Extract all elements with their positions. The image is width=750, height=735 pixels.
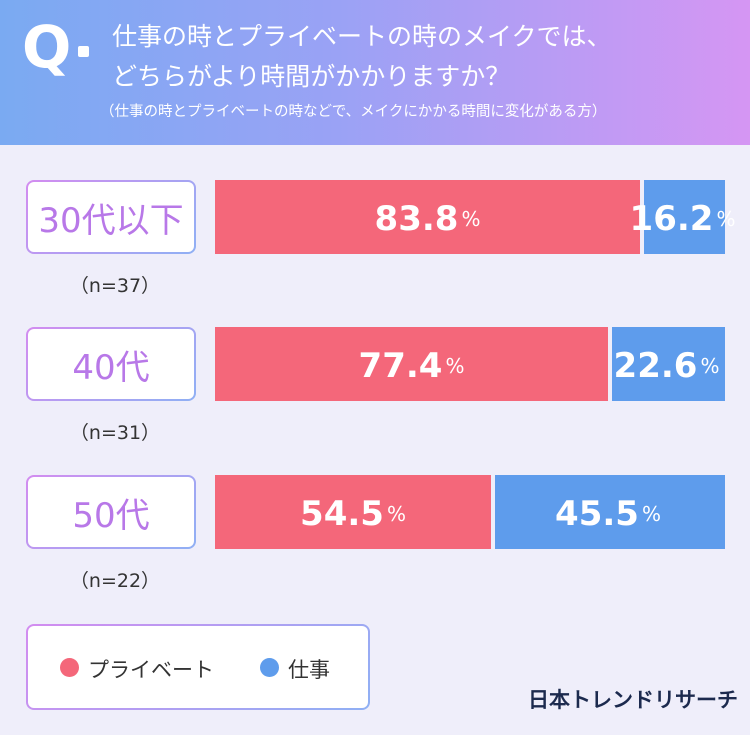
question-line-2: どちらがより時間がかかりますか？ [112, 62, 511, 91]
bar-work-1 [612, 327, 725, 401]
legend-swatch-work [260, 658, 279, 677]
q-mark: Q [22, 13, 72, 81]
sample-size-50s: （n=22） [69, 570, 161, 592]
question-header: Q 仕事の時とプライベートの時のメイクでは、 どちらがより時間がかかりますか？ … [0, 0, 750, 145]
sample-size-30s-and-under: （n=37） [69, 275, 161, 297]
legend: プライベート 仕事 [26, 624, 370, 710]
value-label-private-1: 77.4% [359, 346, 465, 386]
bar-work-0 [644, 180, 725, 254]
value-label-private-2: 54.5% [300, 494, 406, 534]
bar-private-0 [215, 180, 640, 254]
value-label-work-0: 16.2% [630, 199, 736, 239]
value-label-private-0: 83.8% [375, 199, 481, 239]
brand-logo: 日本トレンドリサーチ [528, 688, 738, 712]
value-label-work-1: 22.6% [614, 346, 720, 386]
legend-swatch-private [60, 658, 79, 677]
group-label-40s: 40代 [26, 327, 196, 401]
group-label-30s-and-under: 30代以下 [26, 180, 196, 254]
group-label-50s: 50代 [26, 475, 196, 549]
bar-work-2 [495, 475, 725, 549]
sample-size-40s: （n=31） [69, 422, 161, 444]
bar-private-1 [215, 327, 608, 401]
question-note: （仕事の時とプライベートの時などで、メイクにかかる時間に変化がある方） [100, 104, 607, 120]
q-dot [78, 46, 89, 57]
legend-label-work: 仕事 [288, 658, 330, 682]
question-line-1: 仕事の時とプライベートの時のメイクでは、 [112, 22, 612, 51]
value-label-work-2: 45.5% [555, 494, 661, 534]
bar-private-2 [215, 475, 491, 549]
legend-label-private: プライベート [88, 658, 214, 682]
